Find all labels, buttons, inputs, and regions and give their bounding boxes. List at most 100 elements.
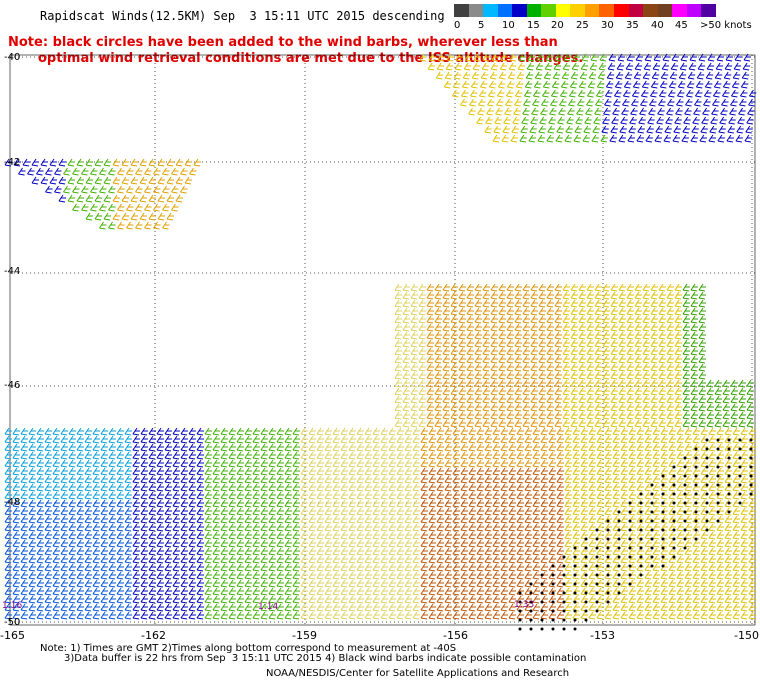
wind-barb bbox=[140, 491, 148, 500]
wind-barb bbox=[596, 539, 604, 548]
wind-barb bbox=[564, 539, 572, 548]
wind-barb bbox=[492, 515, 500, 524]
wind-barb bbox=[130, 194, 138, 203]
wind-barb bbox=[487, 98, 495, 107]
wind-barb bbox=[506, 347, 514, 356]
wind-barb bbox=[148, 555, 156, 564]
wind-barb bbox=[140, 459, 148, 468]
contamination-marker bbox=[716, 510, 720, 514]
wind-barb bbox=[444, 555, 452, 564]
wind-barb bbox=[60, 555, 68, 564]
wind-barb bbox=[634, 291, 642, 300]
wind-barb bbox=[116, 603, 124, 612]
wind-barb bbox=[332, 539, 340, 548]
wind-barb bbox=[524, 531, 532, 540]
wind-barb bbox=[546, 283, 554, 292]
wind-barb bbox=[538, 387, 546, 396]
wind-barb bbox=[626, 363, 634, 372]
wind-barb bbox=[228, 603, 236, 612]
wind-barb bbox=[577, 98, 585, 107]
wind-barb bbox=[620, 587, 628, 596]
wind-barb bbox=[188, 515, 196, 524]
contamination-marker bbox=[529, 609, 533, 613]
wind-barb bbox=[746, 387, 754, 396]
lon-label: -150 bbox=[734, 629, 759, 642]
wind-barb bbox=[434, 379, 442, 388]
wind-barb bbox=[740, 459, 748, 468]
wind-barb bbox=[649, 98, 657, 107]
wind-barb bbox=[252, 427, 260, 436]
wind-barb bbox=[564, 587, 572, 596]
wind-barb bbox=[508, 531, 516, 540]
wind-barb bbox=[228, 579, 236, 588]
wind-barb bbox=[484, 451, 492, 460]
wind-barb bbox=[356, 507, 364, 516]
wind-barb bbox=[468, 475, 476, 484]
wind-barb bbox=[372, 515, 380, 524]
wind-barb bbox=[570, 291, 578, 300]
wind-barb bbox=[474, 371, 482, 380]
wind-barb bbox=[396, 507, 404, 516]
wind-barb bbox=[628, 547, 636, 556]
wind-barb bbox=[36, 571, 44, 580]
wind-barb bbox=[428, 595, 436, 604]
wind-barb bbox=[740, 80, 749, 89]
wind-barb bbox=[260, 451, 268, 460]
wind-barb bbox=[540, 491, 548, 500]
wind-barb bbox=[716, 531, 724, 540]
wind-barb bbox=[20, 531, 28, 540]
contamination-marker bbox=[650, 546, 654, 550]
wind-barb bbox=[28, 563, 36, 572]
wind-barb bbox=[610, 371, 618, 380]
wind-barb bbox=[605, 80, 614, 89]
wind-barb bbox=[180, 547, 188, 556]
contamination-marker bbox=[694, 456, 698, 460]
wind-barb bbox=[84, 507, 92, 516]
contamination-marker bbox=[650, 492, 654, 496]
wind-barb bbox=[738, 107, 746, 116]
wind-barb bbox=[292, 499, 300, 508]
wind-barb bbox=[527, 53, 535, 62]
wind-barb bbox=[738, 379, 746, 388]
wind-barb bbox=[4, 603, 12, 612]
wind-barb bbox=[348, 451, 356, 460]
wind-barb bbox=[630, 107, 638, 116]
wind-barb bbox=[148, 603, 156, 612]
wind-barb bbox=[84, 579, 92, 588]
wind-barb bbox=[520, 125, 528, 134]
wind-barb bbox=[669, 71, 678, 80]
wind-barb bbox=[588, 459, 596, 468]
wind-barb bbox=[474, 403, 482, 412]
wind-barb bbox=[396, 499, 404, 508]
contamination-marker bbox=[716, 456, 720, 460]
contamination-marker bbox=[727, 492, 731, 496]
wind-barb bbox=[634, 283, 642, 292]
wind-barb bbox=[684, 547, 692, 556]
wind-barb bbox=[276, 603, 284, 612]
wind-barb bbox=[76, 523, 84, 532]
contamination-marker bbox=[661, 483, 665, 487]
wind-barb bbox=[180, 467, 188, 476]
wind-barb bbox=[404, 459, 412, 468]
wind-barb bbox=[388, 523, 396, 532]
contamination-marker bbox=[716, 447, 720, 451]
wind-barb bbox=[117, 221, 125, 230]
wind-barb bbox=[572, 499, 580, 508]
contamination-marker bbox=[584, 555, 588, 559]
wind-barb bbox=[436, 435, 444, 444]
wind-barb bbox=[157, 194, 165, 203]
wind-barb bbox=[543, 71, 552, 80]
wind-barb bbox=[732, 475, 740, 484]
wind-barb bbox=[628, 611, 636, 620]
contamination-marker bbox=[683, 546, 687, 550]
wind-barb bbox=[564, 134, 572, 143]
wind-barb bbox=[586, 419, 594, 428]
wind-barb bbox=[300, 467, 308, 476]
wind-barb bbox=[602, 283, 610, 292]
wind-barb bbox=[578, 403, 586, 412]
wind-barb bbox=[388, 475, 396, 484]
wind-barb bbox=[686, 80, 695, 89]
wind-barb bbox=[594, 299, 602, 308]
wind-barb bbox=[506, 355, 514, 364]
wind-barb bbox=[260, 603, 268, 612]
